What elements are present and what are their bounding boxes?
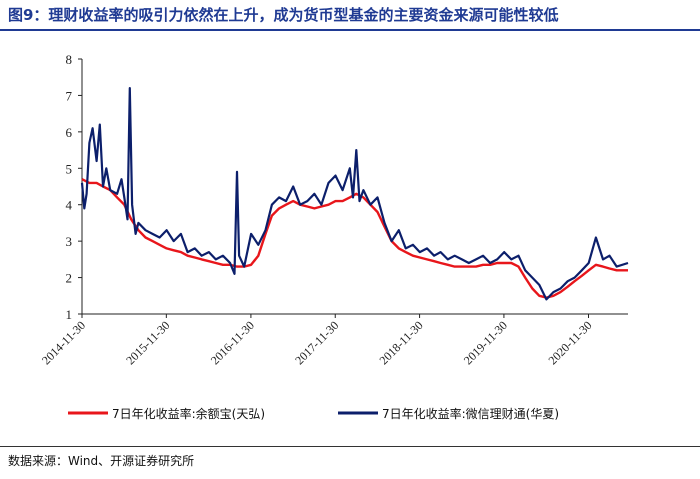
y-tick-label: 4 (66, 198, 73, 213)
y-tick-label: 5 (66, 161, 73, 176)
x-tick-label: 2017-11-30 (292, 318, 341, 367)
series-layer (80, 87, 629, 301)
x-tick-label: 2016-11-30 (208, 318, 257, 367)
x-tick-label: 2014-11-30 (39, 318, 88, 367)
legend-label-wechat: 7日年化收益率:微信理财通(华夏) (382, 406, 559, 421)
y-tick-label: 2 (66, 271, 73, 286)
y-tick-label: 6 (66, 125, 73, 140)
source-note: 数据来源：Wind、开源证券研究所 (8, 454, 195, 468)
y-tick-label: 8 (66, 52, 73, 67)
figure-title: 图9：理财收益率的吸引力依然在上升，成为货币型基金的主要资金来源可能性较低 (8, 6, 559, 24)
source-rule (0, 446, 700, 447)
series-line-yuebao (81, 178, 628, 299)
legend-label-yuebao: 7日年化收益率:余额宝(天弘) (112, 406, 265, 421)
x-tick-label: 2015-11-30 (123, 318, 172, 367)
x-axis: 2014-11-30 2015-11-30 2016-11-30 2017-11-30… (39, 313, 628, 367)
y-tick-label: 3 (66, 234, 73, 249)
title-rule (0, 29, 700, 31)
x-tick-label: 2020-11-30 (545, 318, 594, 367)
legend: 7日年化收益率:余额宝(天弘) 7日年化收益率:微信理财通(华夏) (68, 406, 559, 421)
y-tick-label: 7 (66, 88, 73, 103)
x-tick-label: 2018-11-30 (377, 318, 426, 367)
y-axis: 1 2 3 4 5 6 7 8 (66, 52, 83, 322)
series-line-wechat (80, 87, 629, 301)
x-tick-label: 2019-11-30 (461, 318, 510, 367)
y-tick-label: 1 (66, 307, 73, 322)
